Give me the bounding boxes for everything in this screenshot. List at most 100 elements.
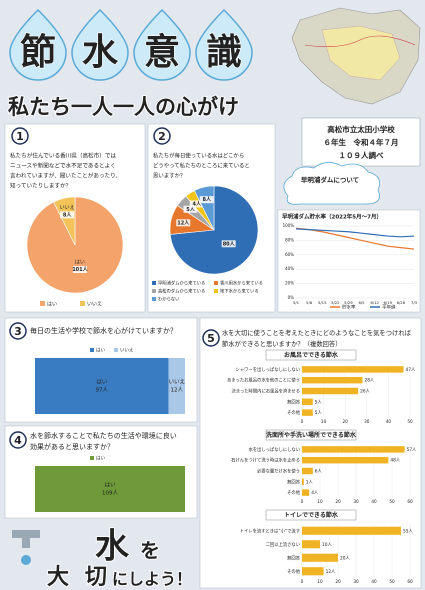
footer-char: にしよう！ (112, 570, 192, 589)
x-tick-label: 20 (343, 419, 349, 424)
bar-segment (35, 466, 185, 512)
data-label: 6人 (315, 469, 323, 475)
footer-char: を (140, 539, 160, 563)
legend-swatch (90, 456, 94, 460)
x-tick-label: 0 (301, 419, 304, 424)
label-box (189, 200, 204, 208)
x-tick-label: 5/1 (293, 300, 300, 305)
x-tick-label: 50 (389, 579, 395, 584)
chart-title: 洗面所や手洗い場所でできる節水 (266, 431, 357, 439)
data-label: 57人 (407, 447, 417, 453)
data-label: 101人 (72, 266, 88, 273)
y-tick-label: 二回以上流さない (266, 541, 300, 548)
y-tick-label: 石けんをつけて洗う時は水を止める (231, 457, 300, 464)
bar-category: はい (104, 482, 116, 489)
question-text: ニュースや新聞などで水不足であるとよく (10, 162, 116, 170)
data-label: 47人 (406, 367, 416, 373)
title-char: 意 (144, 32, 180, 73)
legend-swatch (152, 289, 156, 293)
title-box (265, 429, 357, 441)
x-tick-label: 40 (371, 499, 377, 504)
line-series (295, 228, 415, 238)
question-text: 節水ができると思いますか？（複数回答） (222, 339, 342, 348)
data-label: 8人 (63, 211, 72, 218)
data-label: 12人 (177, 219, 190, 226)
legend-label: 平年値 (382, 304, 396, 311)
x-tick-label: 30 (353, 579, 359, 584)
legend-label: いいえ (120, 348, 134, 354)
legend-label: いいえ (87, 302, 102, 308)
legend-label: はい (47, 302, 57, 308)
question-text: 毎日の生活や学校で節水を心がけていますか？ (30, 326, 177, 335)
y-tick-label: 水を出しっぱなしにしない (248, 446, 300, 453)
y-tick-label: 無回答 (287, 478, 301, 485)
x-tick-label: 6/26 (397, 300, 406, 305)
bar (302, 489, 310, 496)
data-label: 12人 (170, 387, 183, 394)
bar (302, 478, 304, 486)
legend-swatch (152, 281, 156, 285)
slice-category: いいえ (60, 205, 75, 211)
x-tick-label: 0 (301, 499, 304, 504)
question-text: 言われていますが、聞いたことがあったり、 (10, 172, 121, 180)
question-number: 2 (158, 130, 166, 143)
data-label: 97人 (95, 387, 108, 394)
footer-char: 切 (85, 565, 107, 590)
y-tick-label: あまったお風呂の水を他のことに使う (227, 377, 300, 384)
number-badge (9, 431, 27, 449)
bar (302, 467, 313, 475)
legend-swatch (152, 297, 156, 301)
x-tick-label: 10 (317, 579, 323, 584)
y-tick-label: 必要な量だけ水を使う (257, 468, 300, 475)
number-badge (9, 322, 27, 340)
question-text: 私たちが住んでいる香川県（高松市）では (10, 152, 116, 160)
x-tick-label: 5/8 (306, 300, 313, 305)
y-tick-label: 40% (285, 266, 294, 271)
data-label: 26人 (360, 389, 370, 395)
x-tick-label: 20 (335, 579, 341, 584)
y-tick-label: その他 (287, 489, 301, 496)
note-title: 早明浦ダムについて (301, 175, 359, 184)
title-box (265, 509, 357, 521)
y-tick-label: 100% (283, 223, 295, 228)
legend-label: 地下水から来ている (220, 288, 259, 295)
bar (302, 387, 359, 395)
chart-title: トイレでできる節水 (284, 511, 339, 519)
faucet (12, 530, 40, 548)
question-number: 5 (207, 332, 215, 345)
y-tick-label: その他 (287, 568, 301, 575)
question-text: 知っていたりしますか？ (10, 182, 71, 190)
x-tick-label: 10 (317, 499, 323, 504)
bar (302, 398, 313, 406)
map-area (321, 25, 401, 81)
drop (133, 8, 191, 81)
legend-label: 早明浦ダムから来ている (158, 280, 205, 287)
number-badge (202, 329, 220, 347)
label-box (221, 240, 236, 248)
bar (302, 376, 363, 384)
x-tick-label: 6/5 (358, 300, 365, 305)
legend-swatch (114, 348, 118, 352)
legend-label: 香川用水から来ている (220, 280, 263, 287)
bar (302, 456, 389, 464)
x-tick-label: 5/22 (331, 300, 340, 305)
x-tick-label: 6/12 (370, 300, 379, 305)
chart-title: 早明浦ダム貯水率（2022年5月〜7月） (282, 213, 382, 221)
y-tick-label: シャワーを出しっぱなしにしない (236, 366, 300, 373)
x-tick-label: 40 (386, 419, 392, 424)
label-box (199, 196, 214, 204)
y-tick-label: 0% (288, 295, 295, 300)
legend-swatch (214, 289, 218, 293)
number-badge (11, 127, 29, 145)
bar-category: はい (96, 379, 108, 386)
x-tick-label: 50 (389, 499, 395, 504)
bar-segment (35, 358, 169, 414)
x-tick-label: 6/19 (384, 300, 393, 305)
y-tick-label: 決まった時間内にお風呂を済ませる (232, 388, 300, 395)
map-route (304, 35, 416, 47)
x-tick-label: 10 (321, 419, 327, 424)
bar (302, 366, 404, 373)
x-tick-label: 50 (407, 419, 413, 424)
line-series (295, 227, 415, 250)
footer-char: 水 (95, 527, 130, 567)
